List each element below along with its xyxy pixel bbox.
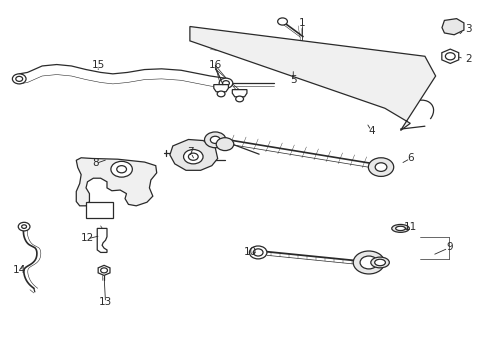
Circle shape	[253, 249, 263, 256]
Circle shape	[217, 91, 224, 97]
Text: 14: 14	[13, 265, 26, 275]
Ellipse shape	[391, 225, 408, 232]
Circle shape	[219, 78, 232, 88]
Ellipse shape	[374, 259, 385, 266]
Circle shape	[183, 149, 203, 164]
Ellipse shape	[395, 226, 405, 230]
Text: 6: 6	[406, 153, 413, 163]
Circle shape	[117, 166, 126, 173]
Circle shape	[359, 256, 377, 269]
Text: 2: 2	[465, 54, 471, 64]
Circle shape	[216, 138, 233, 150]
Polygon shape	[232, 90, 246, 97]
Text: 7: 7	[187, 147, 194, 157]
Text: 3: 3	[465, 24, 471, 35]
Text: 16: 16	[208, 60, 222, 70]
Polygon shape	[169, 139, 217, 170]
Circle shape	[235, 96, 243, 102]
Circle shape	[249, 246, 266, 259]
Circle shape	[111, 161, 132, 177]
Circle shape	[374, 163, 386, 171]
Circle shape	[204, 132, 225, 148]
Text: 15: 15	[91, 60, 104, 70]
Circle shape	[21, 225, 26, 228]
Polygon shape	[97, 228, 107, 252]
Circle shape	[12, 74, 26, 84]
Text: 1: 1	[298, 18, 305, 28]
Text: 10: 10	[244, 247, 256, 257]
Circle shape	[367, 158, 393, 176]
Polygon shape	[86, 202, 113, 218]
Polygon shape	[189, 27, 435, 131]
Circle shape	[352, 251, 384, 274]
Circle shape	[222, 81, 229, 86]
Polygon shape	[76, 158, 157, 206]
Polygon shape	[98, 265, 110, 275]
Polygon shape	[441, 19, 463, 35]
Circle shape	[18, 222, 30, 231]
Circle shape	[445, 53, 454, 60]
Text: 8: 8	[92, 158, 99, 168]
Text: 5: 5	[289, 75, 296, 85]
Text: 13: 13	[99, 297, 112, 307]
Circle shape	[101, 268, 107, 273]
Circle shape	[277, 18, 287, 25]
Circle shape	[210, 136, 220, 143]
Text: 12: 12	[81, 233, 94, 243]
Polygon shape	[213, 85, 228, 92]
Circle shape	[188, 153, 198, 160]
Text: 9: 9	[445, 242, 452, 252]
Ellipse shape	[370, 257, 388, 268]
Circle shape	[16, 76, 22, 81]
Text: 4: 4	[367, 126, 374, 135]
Polygon shape	[441, 49, 458, 63]
Text: 11: 11	[403, 222, 416, 232]
